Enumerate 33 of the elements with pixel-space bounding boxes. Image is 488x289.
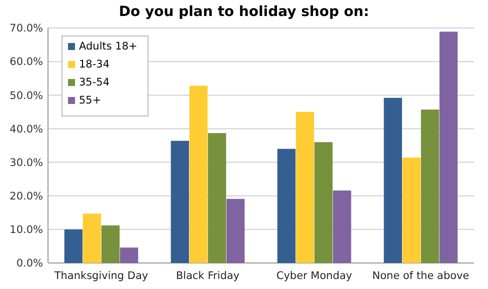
chart-title: Do you plan to holiday shop on: <box>118 4 370 20</box>
bar <box>402 158 421 263</box>
y-tick-label: 50.0% <box>10 90 44 102</box>
x-tick-label: Cyber Monday <box>276 270 352 282</box>
x-tick-label: Black Friday <box>176 270 240 282</box>
legend-label: 18-34 <box>79 58 110 71</box>
legend-label: 55+ <box>79 94 102 107</box>
x-tick-label: Thanksgiving Day <box>53 270 148 282</box>
bar <box>170 140 190 263</box>
bar <box>226 198 245 263</box>
y-tick-label: 0.0% <box>16 258 44 270</box>
bar <box>332 190 352 263</box>
bar <box>208 133 226 263</box>
bar <box>439 32 458 263</box>
y-tick-label: 40.0% <box>10 123 44 136</box>
y-tick-label: 10.0% <box>10 224 44 236</box>
bar <box>64 229 83 263</box>
legend-label: 35-54 <box>79 76 110 89</box>
bar <box>384 98 402 263</box>
bar <box>189 86 208 263</box>
bar <box>296 112 314 263</box>
bar <box>82 214 102 263</box>
x-tick-label: None of the above <box>372 270 470 282</box>
bar <box>101 225 120 263</box>
bar <box>420 110 440 263</box>
y-tick-label: 20.0% <box>10 190 44 203</box>
bar <box>120 248 138 263</box>
legend-label: Adults 18+ <box>79 40 138 53</box>
y-tick-label: 30.0% <box>10 156 44 169</box>
y-tick-label: 60.0% <box>10 56 44 68</box>
bar <box>314 142 333 263</box>
y-tick-label: 70.0% <box>10 22 44 35</box>
bar <box>277 148 296 263</box>
